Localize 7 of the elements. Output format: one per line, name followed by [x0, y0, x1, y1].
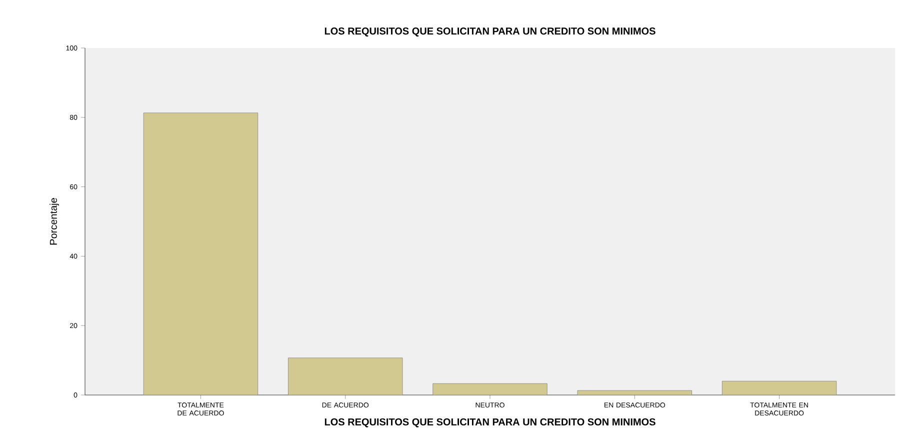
- chart-title: LOS REQUISITOS QUE SOLICITAN PARA UN CREDITO SON MINIMOS: [324, 28, 656, 36]
- bar: [288, 358, 403, 395]
- x-axis-title: LOS REQUISITOS QUE SOLICITAN PARA UN CREDITO SON MINIMOS: [324, 418, 656, 428]
- y-axis-title: Porcentaje: [50, 198, 59, 245]
- bar: [722, 380, 837, 395]
- bar: [143, 112, 258, 395]
- bar: [432, 384, 548, 395]
